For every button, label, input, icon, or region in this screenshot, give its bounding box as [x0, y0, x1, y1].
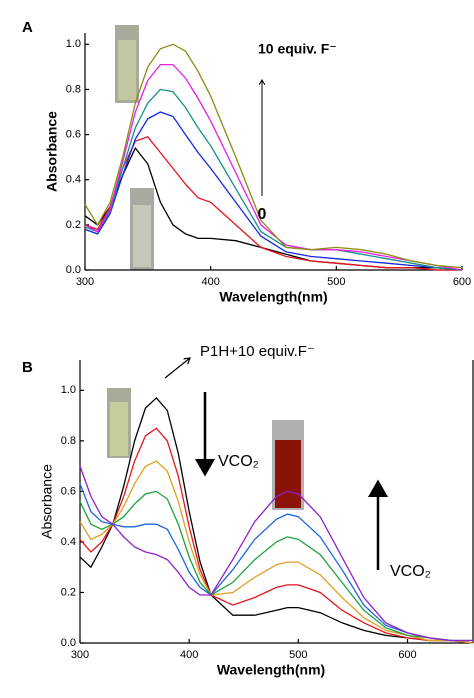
y-tick-label: 0.2: [61, 586, 76, 598]
series-line: [84, 136, 462, 271]
annotation: 10 equiv. F⁻: [258, 41, 337, 57]
series-line: [79, 427, 474, 644]
x-tick-label: 300: [71, 649, 89, 661]
y-tick-label: 0.6: [66, 128, 81, 140]
annotation: VCO₂: [218, 453, 259, 470]
y-tick-label: 1.0: [61, 384, 76, 396]
series-line: [84, 43, 463, 269]
x-tick-label: 300: [76, 276, 94, 288]
x-tick-label: 400: [180, 649, 198, 661]
x-tick-label: 600: [453, 276, 471, 288]
y-tick-label: 0.0: [66, 264, 81, 276]
y-tick-label: 0.6: [61, 485, 76, 497]
x-axis-label: Wavelength(nm): [217, 662, 325, 678]
series-line: [79, 465, 473, 642]
panel-label: A: [22, 19, 33, 36]
y-tick-label: 0.4: [61, 536, 76, 548]
y-tick-label: 0.8: [61, 435, 76, 447]
series-line: [84, 111, 463, 271]
y-tick-label: 0.4: [66, 174, 81, 186]
panel-label: B: [22, 359, 33, 376]
annotation: P1H+10 equiv.F⁻: [200, 343, 315, 360]
y-axis-label: Absorbance: [44, 111, 60, 192]
y-tick-label: 1.0: [66, 38, 81, 50]
annotation: VCO₂: [390, 563, 431, 580]
series-line: [84, 88, 463, 271]
vial: [107, 25, 304, 510]
y-tick-label: 0.2: [66, 219, 81, 231]
annotation: 0: [258, 206, 267, 223]
series-line: [84, 63, 463, 271]
y-tick-label: 0.8: [66, 83, 81, 95]
y-axis-label: Absorbance: [39, 464, 55, 539]
x-tick-label: 400: [201, 276, 219, 288]
series-line: [79, 490, 473, 642]
x-tick-label: 600: [398, 649, 416, 661]
x-tick-label: 500: [327, 276, 345, 288]
series-line: [79, 396, 474, 644]
x-tick-label: 500: [289, 649, 307, 661]
x-axis-label: Wavelength(nm): [219, 289, 327, 305]
y-tick-label: 0.0: [61, 637, 76, 649]
arrow: [164, 358, 190, 379]
series-line: [79, 460, 474, 644]
series-line: [79, 483, 473, 642]
